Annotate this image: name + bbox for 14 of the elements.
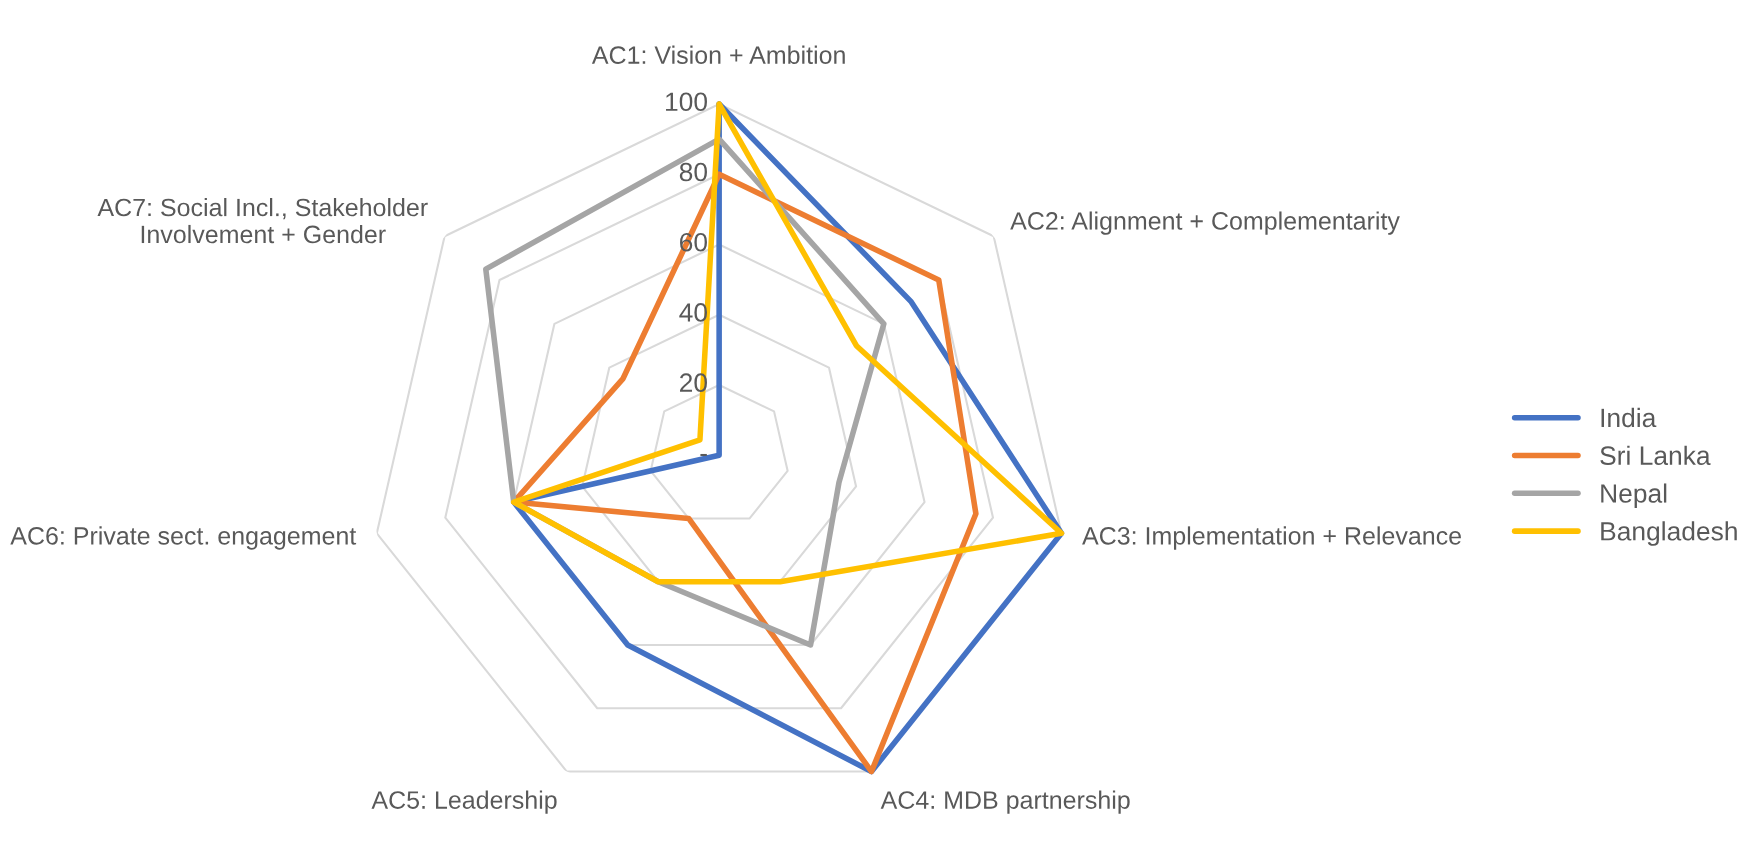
spoke-label: AC6: Private sect. engagement — [10, 526, 357, 550]
legend-label: Bangladesh — [1601, 521, 1737, 546]
spoke-label: AC3: Implementation + Relevance — [1082, 526, 1461, 550]
legend-label: Sri Lanka — [1600, 445, 1711, 466]
spoke-label: AC4: MDB partnership — [880, 790, 1130, 814]
legend-label: Nepal — [1601, 483, 1667, 509]
legend-label: India — [1601, 407, 1657, 428]
y-tick-label: 100 — [666, 92, 707, 112]
spoke-label: AC1: Vision + Ambition — [591, 45, 845, 64]
spoke-label: AC5: Leadership — [371, 790, 557, 814]
y-tick-label: - — [700, 453, 707, 457]
spoke-label: AC2: Alignment + Complementarity — [1010, 211, 1400, 235]
y-tick-label: 80 — [679, 162, 707, 182]
spoke-label: AC7: Social Incl., Stakeholder Involvement + Gender — [97, 197, 428, 244]
